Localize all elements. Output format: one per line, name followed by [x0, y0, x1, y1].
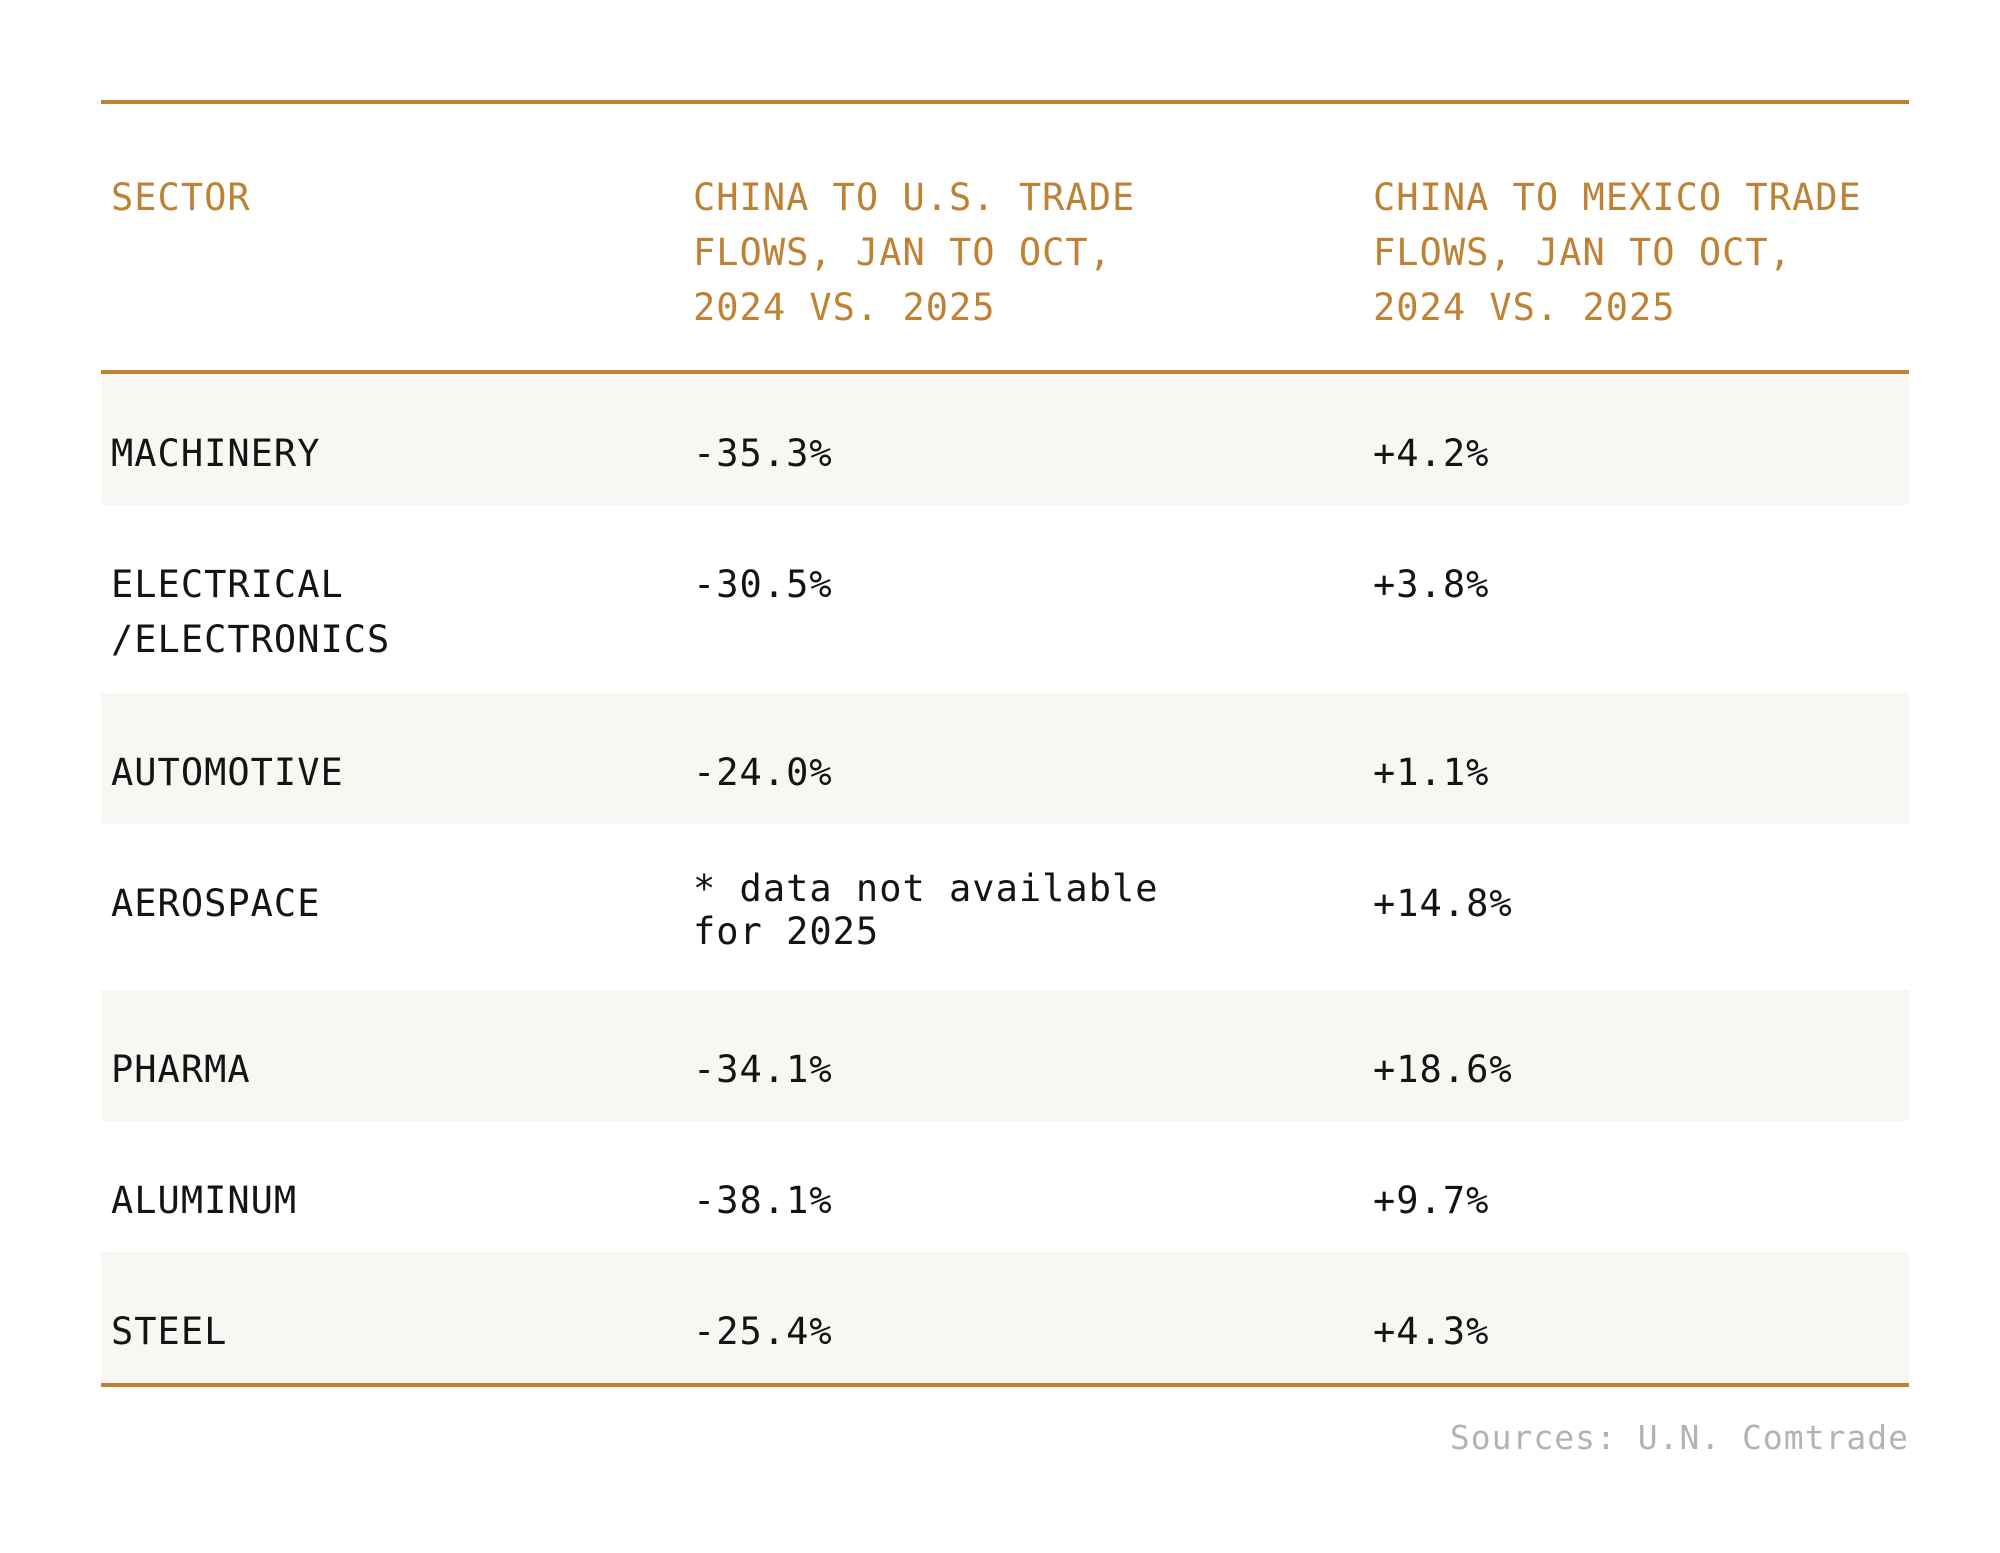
us-value: -38.1%	[693, 1179, 833, 1222]
sector-label: PHARMA	[111, 1048, 251, 1091]
mexico-cell: +4.3%	[1373, 1310, 1490, 1353]
us-value: -35.3%	[693, 432, 833, 475]
sector-label: /ELECTRONICS	[111, 618, 391, 661]
mexico-cell: +1.1%	[1373, 751, 1490, 794]
sector-cell: AUTOMOTIVE	[111, 745, 344, 800]
table-row: PHARMA -34.1% +18.6%	[101, 990, 1909, 1121]
sector-cell: MACHINERY	[111, 426, 320, 481]
us-cell: -34.1%	[693, 1042, 833, 1097]
us-cell: -38.1%	[693, 1173, 833, 1228]
sector-label: ALUMINUM	[111, 1179, 298, 1222]
sector-label: AEROSPACE	[111, 882, 321, 925]
mexico-cell: +3.8%	[1373, 563, 1490, 606]
sector-cell: STEEL	[111, 1304, 227, 1359]
note-line: * data not available	[693, 867, 1159, 910]
us-note-cell: * data not available for 2025	[693, 867, 1159, 953]
header-line: 2024 VS. 2025	[693, 286, 996, 329]
header-china-mexico: CHINA TO MEXICO TRADE FLOWS, JAN TO OCT,…	[1373, 170, 1862, 335]
us-value: -24.0%	[693, 751, 833, 794]
mexico-cell: +4.2%	[1373, 432, 1490, 475]
us-cell: -25.4%	[693, 1304, 833, 1359]
us-cell: -30.5%	[693, 557, 833, 612]
sector-cell: PHARMA	[111, 1042, 251, 1097]
source-note: Sources: U.N. Comtrade	[1449, 1418, 1909, 1457]
mexico-cell: +14.8%	[1373, 882, 1513, 925]
header-line: FLOWS, JAN TO OCT,	[1373, 231, 1792, 274]
header-line: CHINA TO U.S. TRADE	[693, 176, 1136, 219]
sector-cell: AEROSPACE	[111, 876, 320, 931]
table-row: ELECTRICAL /ELECTRONICS -30.5% +3.8%	[101, 505, 1909, 693]
sector-label: ELECTRICAL	[111, 563, 344, 606]
header-sector: SECTOR	[111, 170, 251, 225]
us-cell: -35.3%	[693, 426, 833, 481]
us-cell: -24.0%	[693, 745, 833, 800]
table-row: AUTOMOTIVE -24.0% +1.1%	[101, 693, 1909, 824]
table-row: ALUMINUM -38.1% +9.7%	[101, 1121, 1909, 1252]
trade-table: SECTOR CHINA TO U.S. TRADE FLOWS, JAN TO…	[101, 100, 1909, 1387]
us-value: -25.4%	[693, 1310, 833, 1353]
sector-cell: ALUMINUM	[111, 1173, 297, 1228]
header-line: CHINA TO MEXICO TRADE	[1373, 176, 1862, 219]
note-line: for 2025	[693, 910, 880, 953]
top-rule	[101, 100, 1909, 104]
mexico-cell: +9.7%	[1373, 1179, 1490, 1222]
table-row: AEROSPACE * data not available for 2025 …	[101, 824, 1909, 990]
us-value: -30.5%	[693, 563, 833, 606]
header-rule	[101, 370, 1909, 374]
table-header: SECTOR CHINA TO U.S. TRADE FLOWS, JAN TO…	[101, 104, 1909, 370]
sector-label: STEEL	[111, 1310, 228, 1353]
sector-cell: ELECTRICAL /ELECTRONICS	[111, 557, 390, 667]
bottom-rule	[101, 1383, 1909, 1387]
table-row: STEEL -25.4% +4.3%	[101, 1252, 1909, 1383]
header-china-us: CHINA TO U.S. TRADE FLOWS, JAN TO OCT, 2…	[693, 170, 1135, 335]
header-line: FLOWS, JAN TO OCT,	[693, 231, 1112, 274]
sector-label: AUTOMOTIVE	[111, 751, 344, 794]
header-line: 2024 VS. 2025	[1373, 286, 1676, 329]
us-value: -34.1%	[693, 1048, 833, 1091]
header-line: SECTOR	[111, 176, 251, 219]
mexico-cell: +18.6%	[1373, 1048, 1513, 1091]
sector-label: MACHINERY	[111, 432, 321, 475]
table-row: MACHINERY -35.3% +4.2%	[101, 374, 1909, 505]
